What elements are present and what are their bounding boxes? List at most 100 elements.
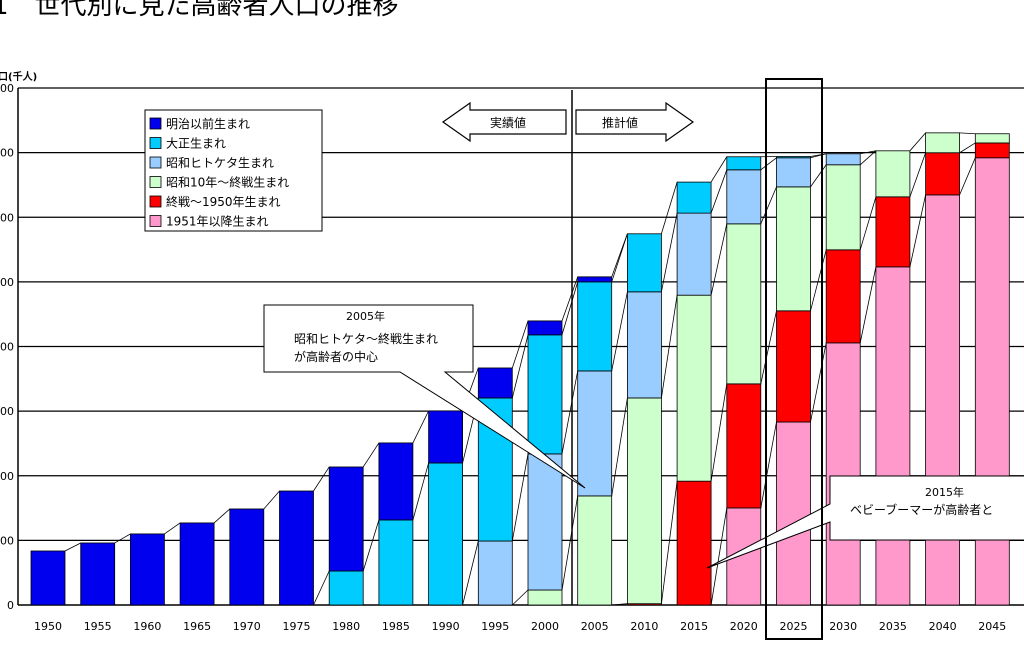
connector-line [760, 421, 777, 509]
bar-2020 [726, 169, 762, 225]
connector-line [810, 153, 827, 157]
actual-label: 実績値 [490, 115, 526, 130]
bar-2035 [875, 266, 911, 606]
x-tick-label: 1965 [183, 620, 211, 633]
connector-line [661, 213, 678, 292]
bar-1970 [229, 508, 265, 606]
y-axis-label: 人口(千人) [0, 70, 37, 83]
bar-2000 [527, 589, 563, 606]
x-tick-label: 1980 [332, 620, 360, 633]
bar-1985 [378, 519, 414, 606]
connector-line [213, 508, 231, 524]
connector-line [511, 320, 529, 369]
bar-2015 [676, 480, 712, 606]
bar-1975 [279, 490, 314, 606]
bar-2000 [527, 453, 563, 591]
bar-2045 [974, 142, 1010, 159]
x-tick-label: 2020 [730, 620, 758, 633]
bar-2020 [726, 223, 762, 385]
bar-2025 [776, 421, 811, 606]
callout-2005: 2005年 昭和ヒトケタ～終戦生まれ が高齢者の中心 [263, 304, 586, 489]
connector-line [710, 169, 728, 214]
bar-2005 [577, 276, 613, 283]
connector-line [511, 453, 529, 542]
legend-label: 終戦～1950年生まれ [166, 194, 281, 209]
bar-2010 [627, 397, 662, 605]
bar-2030 [825, 153, 861, 166]
y-tick-label: 20000 [0, 341, 14, 354]
chart-title: 1 世代別に見た高齢者人口の推移 [0, 0, 399, 21]
bar-2025 [776, 156, 811, 159]
legend-swatch [149, 195, 162, 208]
connector-line [760, 186, 777, 224]
x-tick-label: 1985 [382, 620, 410, 633]
connector-line [859, 196, 877, 250]
connector-line [909, 132, 926, 152]
x-tick-label: 1975 [283, 620, 311, 633]
y-tick-label: 25000 [0, 276, 14, 289]
connector-line [412, 462, 429, 521]
y-tick-label: 35000 [0, 147, 14, 160]
bar-2015 [676, 212, 712, 296]
callout-2005-line3: が高齢者の中心 [294, 349, 378, 364]
bar-2035 [875, 196, 911, 268]
callout-2005-line2: 昭和ヒトケタ～終戦生まれ [294, 331, 438, 346]
x-tick-label: 2035 [879, 620, 907, 633]
bar-2010 [627, 233, 662, 293]
connector-line [561, 370, 579, 454]
connector-line [959, 142, 976, 154]
bar-2035 [875, 150, 911, 198]
forecast-arrow: 推計値 [575, 101, 695, 143]
connector-line [313, 466, 330, 492]
connector-line [760, 157, 777, 171]
callout-2015: 2015年 ベビーブーマーが高齢者と [706, 475, 1024, 569]
connector-line [164, 522, 181, 535]
connector-line [661, 481, 678, 604]
connector-line [611, 603, 628, 606]
x-tick-label: 2015 [680, 620, 708, 633]
connector-line [710, 507, 728, 606]
connector-line [810, 342, 827, 423]
y-tick-label: 10000 [0, 470, 14, 483]
x-tick-label: 2000 [531, 620, 559, 633]
legend-swatch [149, 137, 162, 149]
bar-2005 [577, 370, 613, 497]
y-tick-label: 30000 [0, 211, 14, 224]
bar-2040 [925, 194, 960, 606]
connector-line [710, 223, 728, 296]
connector-line [810, 164, 827, 188]
connector-line [64, 542, 81, 552]
connector-line [859, 266, 877, 343]
bar-2015 [676, 294, 712, 482]
legend-swatch [149, 215, 162, 227]
connector-line [313, 570, 330, 606]
bar-2020 [726, 383, 762, 509]
bar-2025 [776, 310, 811, 423]
bar-2000 [527, 320, 563, 336]
bar-1950 [30, 550, 66, 606]
connector-line [611, 397, 628, 496]
bar-2025 [776, 186, 811, 312]
bar-2025 [776, 157, 811, 188]
connector-line [611, 291, 628, 372]
connector-line [909, 152, 926, 197]
connector-line [859, 150, 877, 166]
callout-2015-line2: ベビーブーマーが高齢者と [850, 502, 993, 517]
y-tick-labels: 0 5000 10000 15000 20000 25000 30000 35000 40000 [0, 82, 14, 612]
x-tick-label: 2040 [929, 620, 957, 633]
connector-line [362, 519, 380, 572]
connector-line [362, 442, 380, 468]
bar-1980 [328, 570, 364, 606]
connector-line [959, 157, 976, 196]
bar-2005 [577, 281, 613, 372]
connector-line [561, 281, 579, 335]
highlight-2025-box [765, 78, 823, 640]
connector-line [512, 589, 529, 606]
legend-label: 1951年以降生まれ [166, 215, 269, 229]
connector-line [661, 295, 678, 399]
connector-line [661, 181, 678, 234]
x-tick-label: 1955 [84, 620, 112, 633]
actual-arrow: 実績値 [441, 101, 567, 143]
x-tick-label: 2030 [829, 620, 857, 633]
